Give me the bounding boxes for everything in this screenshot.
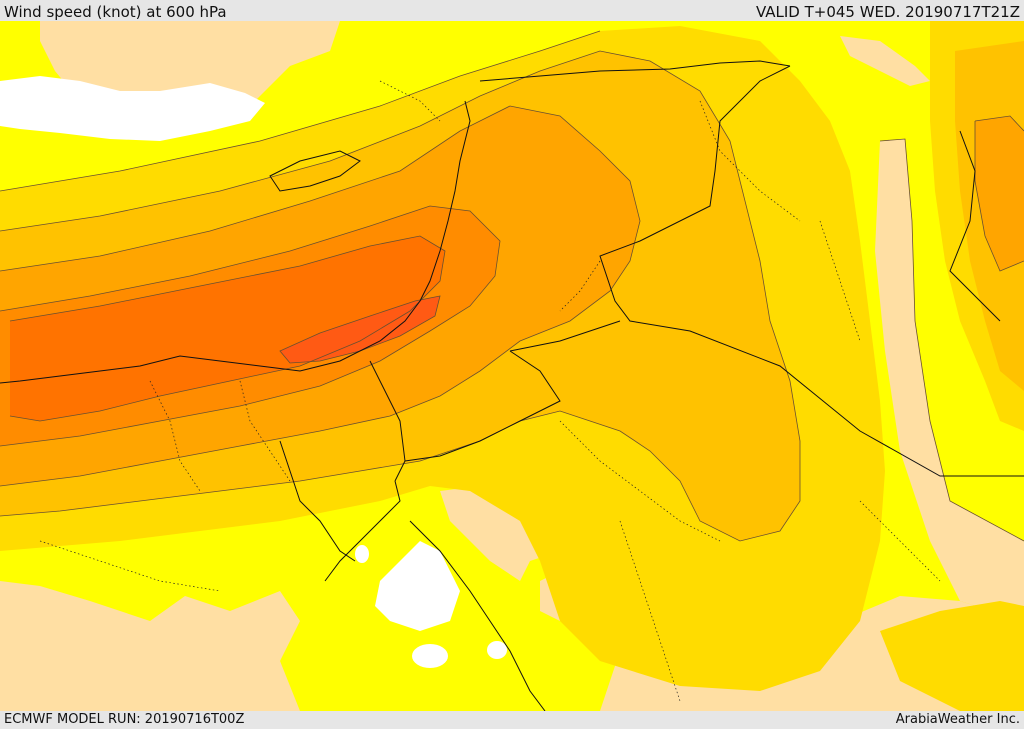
- border-egypt-israel: [369, 360, 406, 482]
- map-canvas: [0, 21, 1024, 711]
- province-boundary: [859, 500, 941, 582]
- border-iraq-syria: [599, 65, 1024, 477]
- province-boundary: [39, 540, 221, 592]
- fill-orange-dark-core: [10, 236, 445, 421]
- map-header: Wind speed (knot) at 600 hPa VALID T+045…: [0, 0, 1024, 21]
- coastline-gulf: [949, 130, 1001, 322]
- coastline-sinai-west: [279, 440, 356, 562]
- contour-line: [279, 295, 441, 364]
- coastline-cyprus: [269, 150, 361, 192]
- fill-lowest-red-sea: [375, 541, 460, 631]
- coastline-sinai-east: [324, 480, 401, 582]
- contour-line: [0, 205, 501, 447]
- wind-speed-map[interactable]: [0, 21, 1024, 711]
- border-jordan-saudi: [509, 320, 621, 352]
- model-run-label: ECMWF MODEL RUN: 20190716T00Z: [4, 712, 245, 727]
- contour-lines: [0, 30, 1024, 542]
- province-boundary: [149, 380, 201, 492]
- map-footer: ECMWF MODEL RUN: 20190716T00Z ArabiaWeat…: [0, 711, 1024, 729]
- fill-lowest-small-2: [487, 641, 507, 659]
- contour-line: [0, 50, 801, 542]
- fill-lowest-small-1: [412, 644, 448, 668]
- fill-low-iraq-strip: [875, 139, 1024, 621]
- fill-low-turkey-east: [840, 36, 930, 86]
- fill-red-orange-max: [280, 296, 440, 363]
- fill-lowest-small-3: [355, 545, 369, 563]
- country-borders: [0, 60, 1024, 711]
- fill-lowest-north: [0, 76, 265, 141]
- coastline-red-sea-east: [409, 520, 546, 711]
- contour-line: [974, 121, 1024, 272]
- valid-time: VALID T+045 WED. 20190717T21Z: [755, 3, 1020, 21]
- credit-label: ArabiaWeather Inc.: [895, 712, 1020, 727]
- coastline-levant: [0, 100, 471, 384]
- fill-orange-light-iran: [975, 116, 1024, 271]
- fill-gold-east-africa: [880, 601, 1024, 711]
- province-boundary: [239, 380, 291, 482]
- province-boundary: [379, 80, 441, 122]
- contour-line: [0, 30, 601, 192]
- contour-line: [9, 235, 446, 422]
- map-title: Wind speed (knot) at 600 hPa: [4, 3, 227, 21]
- contour-line: [0, 105, 641, 487]
- contour-line: [879, 138, 1024, 542]
- province-boundary: [819, 220, 861, 342]
- province-boundary: [559, 260, 601, 312]
- province-boundaries: [39, 80, 941, 702]
- contour-line: [974, 115, 1024, 132]
- fill-low-egypt-west: [0, 581, 300, 711]
- border-saudi-jordan-south: [404, 350, 561, 462]
- border-turkey-syria: [479, 60, 791, 82]
